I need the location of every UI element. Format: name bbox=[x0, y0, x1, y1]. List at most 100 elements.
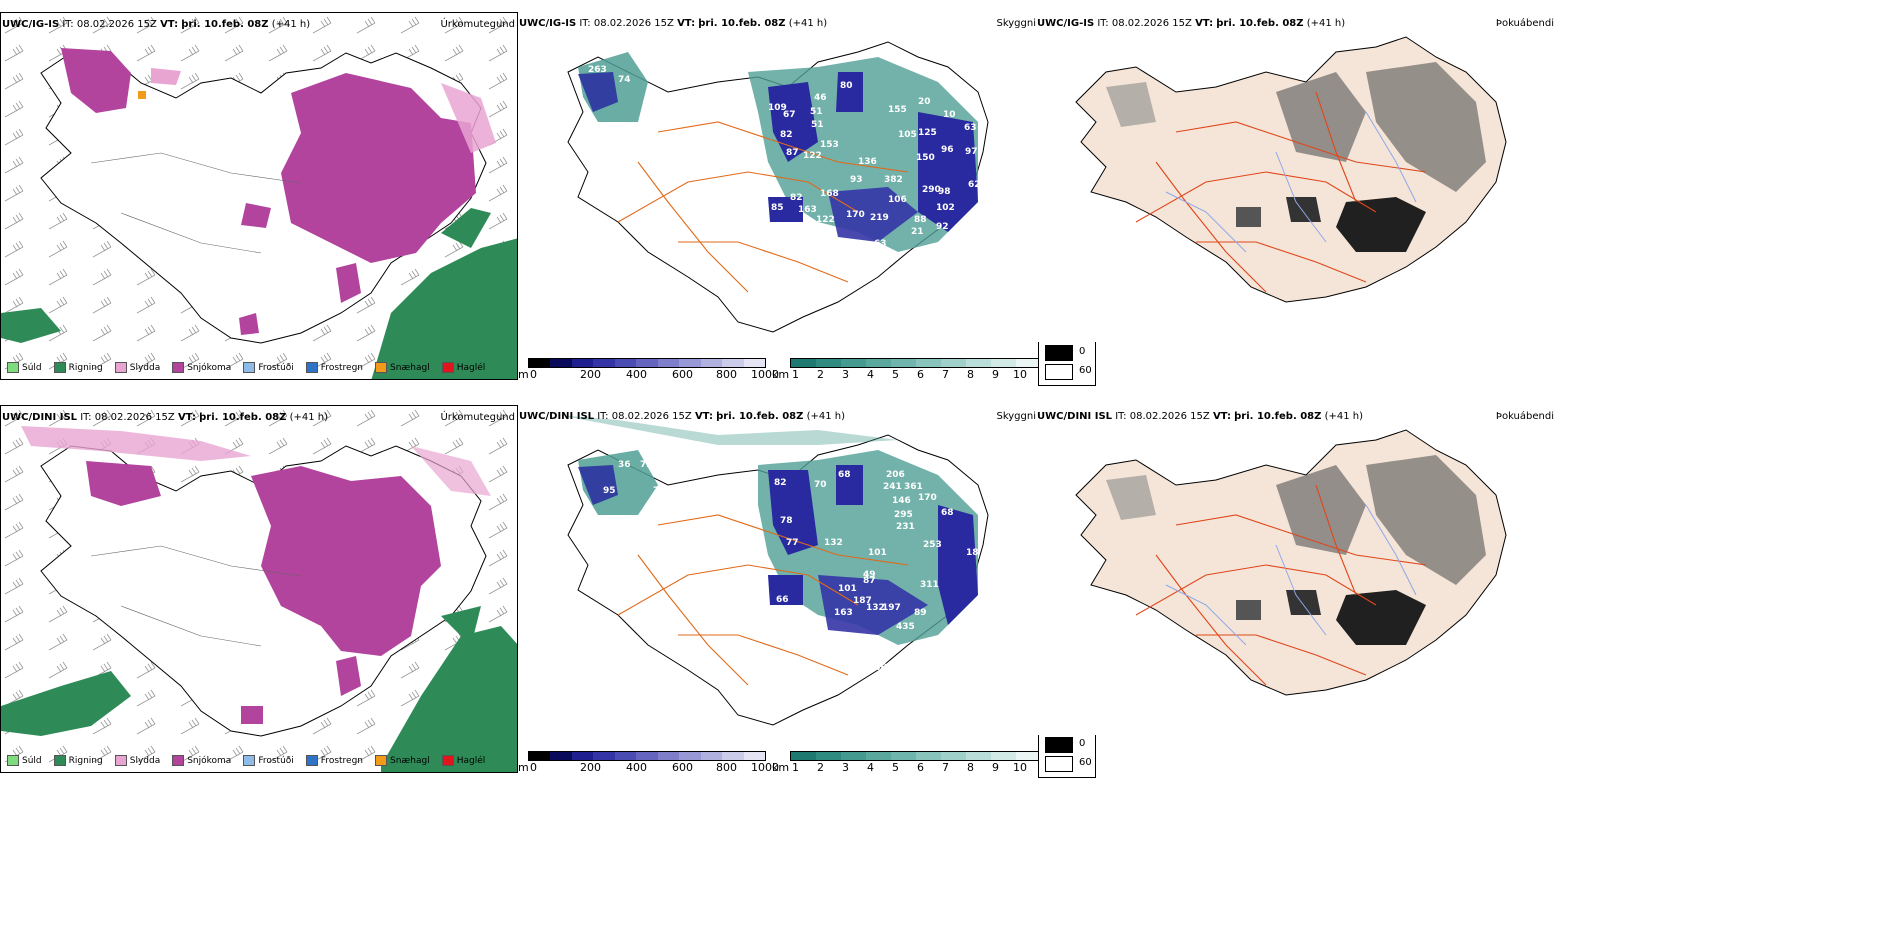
legend-swatch bbox=[441, 755, 454, 766]
cloudbase-unit: m bbox=[518, 368, 529, 380]
visibility-ticks-bottom: km 1 2 3 4 5 6 7 8 9 10 bbox=[772, 761, 1038, 773]
precip-type-map-top bbox=[1, 13, 517, 379]
cloudbase-label: 132 bbox=[866, 603, 885, 613]
cloudbase-label: 68 bbox=[941, 508, 954, 518]
cloudbase-label: 163 bbox=[834, 608, 853, 618]
tick-label: 6 bbox=[917, 368, 924, 380]
header-bottom-left: UWC/DINI ISL IT: 08.02.2026 15Z VT: þri.… bbox=[2, 412, 329, 423]
cloudbase-label: 77 bbox=[786, 538, 799, 548]
visibility-unit: km bbox=[772, 368, 790, 380]
header-top-left: UWC/IG-IS IT: 08.02.2026 15Z VT: þri. 10… bbox=[2, 19, 311, 30]
legend-item: Slydda bbox=[114, 755, 160, 766]
cloudbase-label: 448 bbox=[866, 640, 885, 650]
tick-label: 4 bbox=[867, 368, 874, 380]
legend-swatch bbox=[114, 362, 127, 373]
legend-swatch bbox=[172, 362, 185, 373]
cloudbase-label: 97 bbox=[965, 147, 978, 157]
legend-swatch bbox=[305, 755, 318, 766]
fog-index-map-bottom bbox=[1075, 429, 1507, 696]
legend-item: Rigning bbox=[53, 362, 103, 373]
tick-label: 4 bbox=[867, 761, 874, 773]
precip-legend-bottom: Súld Rigning Slydda Snjókoma Frostúði Fr… bbox=[7, 755, 485, 766]
cloudbase-label: 66 bbox=[776, 595, 789, 605]
tick-label: 0 bbox=[530, 761, 537, 773]
cloudbase-label: 82 bbox=[774, 478, 787, 488]
tick-label: 200 bbox=[580, 368, 601, 380]
tick-label: 7 bbox=[942, 761, 949, 773]
tick-label: 1 bbox=[792, 761, 799, 773]
cloudbase-label: 112 bbox=[733, 195, 752, 205]
legend-swatch bbox=[53, 755, 66, 766]
legend-item: Haglél bbox=[441, 755, 485, 766]
cloudbase-label: 63 bbox=[964, 123, 977, 133]
tick-label: 1000 bbox=[751, 761, 779, 773]
cloudbase-label: 80 bbox=[840, 81, 853, 91]
header-top-mid: UWC/IG-IS IT: 08.02.2026 15Z VT: þri. 10… bbox=[519, 18, 828, 29]
tick-label: 7 bbox=[942, 368, 949, 380]
tick-label: 6 bbox=[917, 761, 924, 773]
fog-key-high-swatch bbox=[1045, 756, 1073, 772]
cloudbase-label: 219 bbox=[870, 213, 889, 223]
legend-item: Frostúði bbox=[243, 362, 294, 373]
tick-label: 10 bbox=[1013, 368, 1027, 380]
cloudbase-label: 361 bbox=[904, 482, 923, 492]
cloudbase-label: 102 bbox=[936, 203, 955, 213]
cloudbase-label: 49 bbox=[863, 570, 876, 580]
cloudbase-label: 150 bbox=[916, 153, 935, 163]
legend-item: Súld bbox=[7, 755, 42, 766]
panel-title-ceiling-bottom: Skyggni bbox=[996, 411, 1036, 422]
tick-label: 400 bbox=[626, 761, 647, 773]
cloudbase-ticks-top: m 0 200 400 600 800 1000 bbox=[518, 368, 779, 380]
cloudbase-label: 20 bbox=[918, 97, 931, 107]
precip-type-panel-top: UWC/IG-IS IT: 08.02.2026 15Z VT: þri. 10… bbox=[0, 12, 518, 380]
tick-label: 0 bbox=[530, 368, 537, 380]
cloudbase-label: 435 bbox=[896, 622, 915, 632]
visibility-unit: km bbox=[772, 761, 790, 773]
legend-swatch bbox=[375, 362, 388, 373]
tick-label: 400 bbox=[626, 368, 647, 380]
legend-item: Snjókoma bbox=[172, 755, 231, 766]
cloudbase-label: 101 bbox=[868, 548, 887, 558]
header-top-right: UWC/IG-IS IT: 08.02.2026 15Z VT: þri. 10… bbox=[1037, 18, 1346, 29]
tick-label: 10 bbox=[1013, 761, 1027, 773]
cloudbase-label: 85 bbox=[771, 203, 784, 213]
tick-label: 9 bbox=[992, 368, 999, 380]
cloudbase-label: 67 bbox=[783, 110, 796, 120]
cloudbase-label: 197 bbox=[882, 603, 901, 613]
tick-label: 5 bbox=[892, 761, 899, 773]
fog-key-low-swatch bbox=[1045, 345, 1073, 361]
tick-label: 5 bbox=[892, 368, 899, 380]
cloudbase-label: 18 bbox=[966, 548, 979, 558]
legend-item: Rigning bbox=[53, 755, 103, 766]
cloudbase-label: 187 bbox=[853, 596, 872, 606]
cloudbase-label: 32 bbox=[766, 316, 779, 326]
tick-label: 600 bbox=[672, 761, 693, 773]
panel-title-precip-top: Úrkomutegund bbox=[440, 19, 515, 30]
cloudbase-label: 136 bbox=[858, 157, 877, 167]
cloudbase-label: 168 bbox=[820, 189, 839, 199]
cloudbase-label: 109 bbox=[768, 103, 787, 113]
fog-key-high: 60 bbox=[1079, 757, 1092, 768]
cloudbase-label: 241 bbox=[883, 482, 902, 492]
ceiling-visibility-panel-top: 263 74 109 67 82 87 46 51 51 122 153 80 … bbox=[518, 12, 1038, 380]
legend-item: Frostúði bbox=[243, 755, 294, 766]
legend-item: Snæhagl bbox=[375, 362, 430, 373]
legend-swatch bbox=[7, 362, 19, 373]
cloudbase-label: 10 bbox=[943, 110, 956, 120]
fog-key-high-swatch bbox=[1045, 364, 1073, 380]
cloudbase-label: 95 bbox=[603, 486, 616, 496]
cloudbase-label: 155 bbox=[888, 105, 907, 115]
cloudbase-label: 36 bbox=[618, 460, 631, 470]
precip-type-map-bottom bbox=[1, 406, 517, 772]
fog-index-panel-top: UWC/IG-IS IT: 08.02.2026 15Z VT: þri. 10… bbox=[1036, 12, 1556, 342]
precip-type-panel-bottom: UWC/DINI ISL IT: 08.02.2026 15Z VT: þri.… bbox=[0, 405, 518, 773]
fog-index-map-top bbox=[1075, 36, 1507, 303]
cloudbase-label: 231 bbox=[896, 522, 915, 532]
cloudbase-label: 311 bbox=[920, 580, 939, 590]
cloudbase-label: 295 bbox=[894, 510, 913, 520]
visibility-colorbar-bottom bbox=[790, 751, 1038, 761]
legend-item: Snæhagl bbox=[375, 755, 430, 766]
cloudbase-label: 100 bbox=[732, 590, 751, 600]
cloudbase-label: 125 bbox=[918, 128, 937, 138]
visibility-colorbar-top bbox=[790, 358, 1038, 368]
